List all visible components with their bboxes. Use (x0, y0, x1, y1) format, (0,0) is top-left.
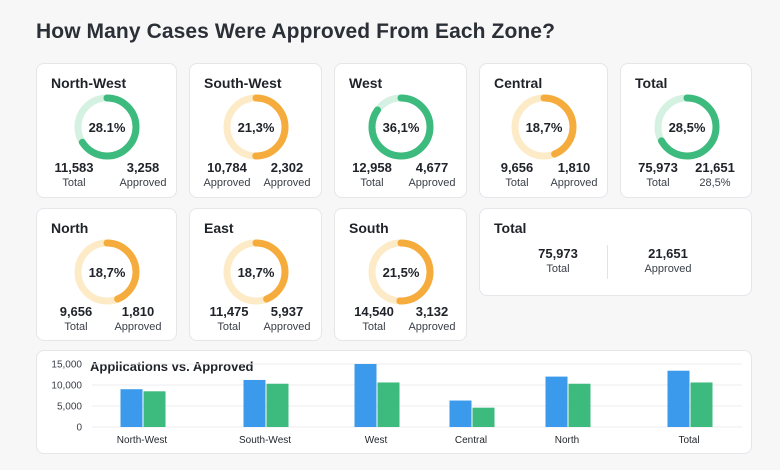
stat-right: 2,302 Approved (252, 160, 322, 189)
zone-card-title: North-West (51, 75, 127, 91)
summary-approved-value: 21,651 (648, 246, 688, 261)
stat-left-label: Total (646, 177, 670, 189)
zone-card-north[interactable]: North 18,7% 9,656 Total 1,810 Approved (36, 208, 177, 341)
stat-left-label: Total (217, 321, 241, 333)
stat-right-value: 1,810 (557, 160, 591, 175)
stat-left: 9,656 Total (482, 160, 552, 189)
stat-right-label: Approved (119, 177, 167, 189)
donut-percent: 28.1% (88, 119, 126, 135)
zone-card-south-west[interactable]: South-West 21,3% 10,784 Approved 2,302 App… (189, 63, 322, 198)
stat-right-label: 28,5% (699, 177, 731, 189)
stat-left-value: 11,475 (209, 304, 249, 319)
stat-left: 12,958 Total (337, 160, 407, 189)
stat-left-label: Approved (203, 177, 251, 189)
stat-right-label: Approved (114, 321, 162, 333)
stat-right-value: 5,937 (270, 304, 304, 319)
zone-card-title: South (349, 220, 389, 236)
stat-right-value: 4,677 (415, 160, 449, 175)
summary-approved: 21,651 Approved (633, 246, 703, 275)
donut-gauge: 36,1% (366, 92, 436, 162)
stat-right-label: Approved (263, 321, 311, 333)
stat-left: 75,973 Total (623, 160, 693, 189)
donut-percent: 36,1% (382, 119, 420, 135)
stat-left-value: 10,784 (207, 160, 247, 175)
zone-card-title: Central (494, 75, 543, 91)
stat-right: 5,937 Approved (252, 304, 322, 333)
zone-card-west[interactable]: West 36,1% 12,958 Total 4,677 Approved (334, 63, 467, 198)
stat-right-value: 2,302 (270, 160, 304, 175)
page-title: How Many Cases Were Approved From Each Z… (36, 20, 556, 43)
stat-right: 21,651 28,5% (680, 160, 750, 189)
stat-right: 1,810 Approved (539, 160, 609, 189)
zone-card-title: Total (635, 75, 668, 91)
zone-card-title: West (349, 75, 383, 91)
summary-total-value: 75,973 (538, 246, 578, 261)
stat-left-value: 11,583 (54, 160, 94, 175)
zone-card-south[interactable]: South 21,5% 14,540 Total 3,132 Approved (334, 208, 467, 341)
stat-left: 14,540 Total (339, 304, 409, 333)
stat-right-label: Approved (550, 177, 598, 189)
stat-left: 9,656 Total (41, 304, 111, 333)
stat-right-value: 3,258 (126, 160, 160, 175)
stat-right-value: 1,810 (121, 304, 155, 319)
stat-left-value: 75,973 (638, 160, 678, 175)
stat-right-label: Approved (263, 177, 311, 189)
stat-left-label: Total (360, 177, 384, 189)
stat-right: 4,677 Approved (397, 160, 467, 189)
chart-title: Applications vs. Approved (90, 359, 254, 374)
donut-gauge: 28.1% (72, 92, 142, 162)
summary-total: 75,973 Total (523, 246, 593, 275)
donut-percent: 28,5% (668, 119, 706, 135)
zone-card-total[interactable]: Total 28,5% 75,973 Total 21,651 28,5% (620, 63, 752, 198)
stat-right-value: 21,651 (695, 160, 735, 175)
donut-gauge: 28,5% (652, 92, 722, 162)
donut-gauge: 18,7% (221, 237, 291, 307)
zone-card-north-west[interactable]: North-West 28.1% 11,583 Total 3,258 Approv… (36, 63, 177, 198)
summary-total-label: Total (546, 263, 570, 275)
stat-right: 3,132 Approved (397, 304, 467, 333)
donut-percent: 21,5% (382, 264, 420, 280)
stat-left-label: Total (362, 321, 386, 333)
summary-approved-label: Approved (644, 263, 692, 275)
stat-left-label: Total (62, 177, 86, 189)
stat-right-label: Approved (408, 321, 456, 333)
stat-left-label: Total (64, 321, 88, 333)
donut-percent: 18,7% (237, 264, 275, 280)
zone-card-title: North (51, 220, 89, 236)
donut-gauge: 21,3% (221, 92, 291, 162)
donut-percent: 18,7% (525, 119, 563, 135)
stat-left-label: Total (505, 177, 529, 189)
stat-left: 10,784 Approved (192, 160, 262, 189)
stat-left-value: 9,656 (500, 160, 534, 175)
zone-card-east[interactable]: East 18,7% 11,475 Total 5,937 Approved (189, 208, 322, 341)
summary-divider (607, 245, 608, 279)
stat-left-value: 12,958 (352, 160, 392, 175)
stat-right-value: 3,132 (415, 304, 449, 319)
stat-left: 11,583 Total (39, 160, 109, 189)
stat-left-value: 9,656 (59, 304, 93, 319)
zone-card-title: South-West (204, 75, 282, 91)
donut-percent: 18,7% (88, 264, 126, 280)
donut-gauge: 18,7% (509, 92, 579, 162)
summary-title: Total (494, 220, 527, 236)
zone-card-central[interactable]: Central 18,7% 9,656 Total 1,810 Approved (479, 63, 608, 198)
stat-right: 1,810 Approved (103, 304, 173, 333)
donut-gauge: 21,5% (366, 237, 436, 307)
zone-card-title: East (204, 220, 234, 236)
stat-right: 3,258 Approved (108, 160, 178, 189)
summary-card[interactable]: Total 75,973 Total 21,651 Approved (479, 208, 752, 296)
stat-right-label: Approved (408, 177, 456, 189)
stat-left-value: 14,540 (354, 304, 394, 319)
donut-percent: 21,3% (237, 119, 275, 135)
donut-gauge: 18,7% (72, 237, 142, 307)
stat-left: 11,475 Total (194, 304, 264, 333)
